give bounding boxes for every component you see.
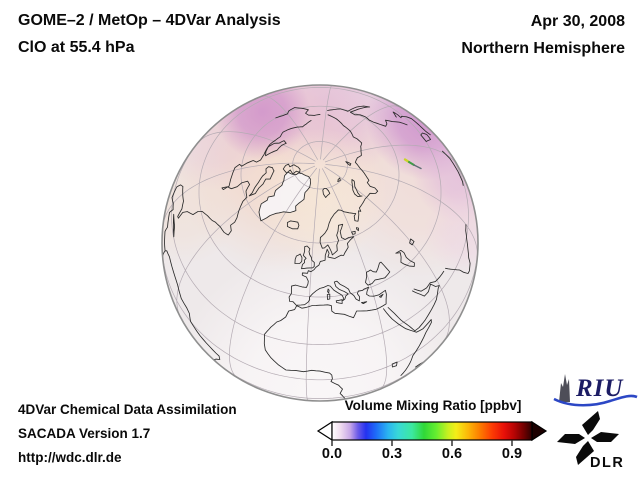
riu-logo: RIU — [553, 374, 638, 407]
dlr-logo: DLR — [557, 411, 624, 471]
footer-url: http://wdc.dlr.de — [18, 450, 122, 465]
river-wave-icon — [553, 394, 638, 407]
colorbar-title: Volume Mixing Ratio [ppbv] — [344, 398, 522, 413]
colorbar: Volume Mixing Ratio [ppbv] 0.0 0.3 0.6 0… — [316, 398, 550, 470]
colorbar-tick-label: 0.0 — [321, 446, 343, 462]
colorbar-tick-label: 0.6 — [441, 446, 463, 462]
dlr-swoosh-icon — [557, 411, 619, 465]
footer-assimilation-label: 4DVar Chemical Data Assimilation — [18, 402, 237, 417]
page-title: GOME–2 / MetOp – 4DVar Analysis — [18, 12, 281, 29]
page-subtitle-level: ClO at 55.4 hPa — [18, 39, 135, 56]
colorbar-tick-label: 0.3 — [381, 446, 403, 462]
analysis-date: Apr 30, 2008 — [530, 13, 625, 30]
footer-version-label: SACADA Version 1.7 — [18, 426, 151, 441]
cathedral-icon — [559, 374, 570, 402]
riu-logo-text: RIU — [575, 375, 624, 402]
colorbar-tick-label: 0.9 — [501, 446, 523, 462]
dlr-logo-text: DLR — [590, 455, 624, 471]
colorbar-scale — [316, 420, 548, 446]
hemisphere-label: Northern Hemisphere — [461, 40, 625, 57]
